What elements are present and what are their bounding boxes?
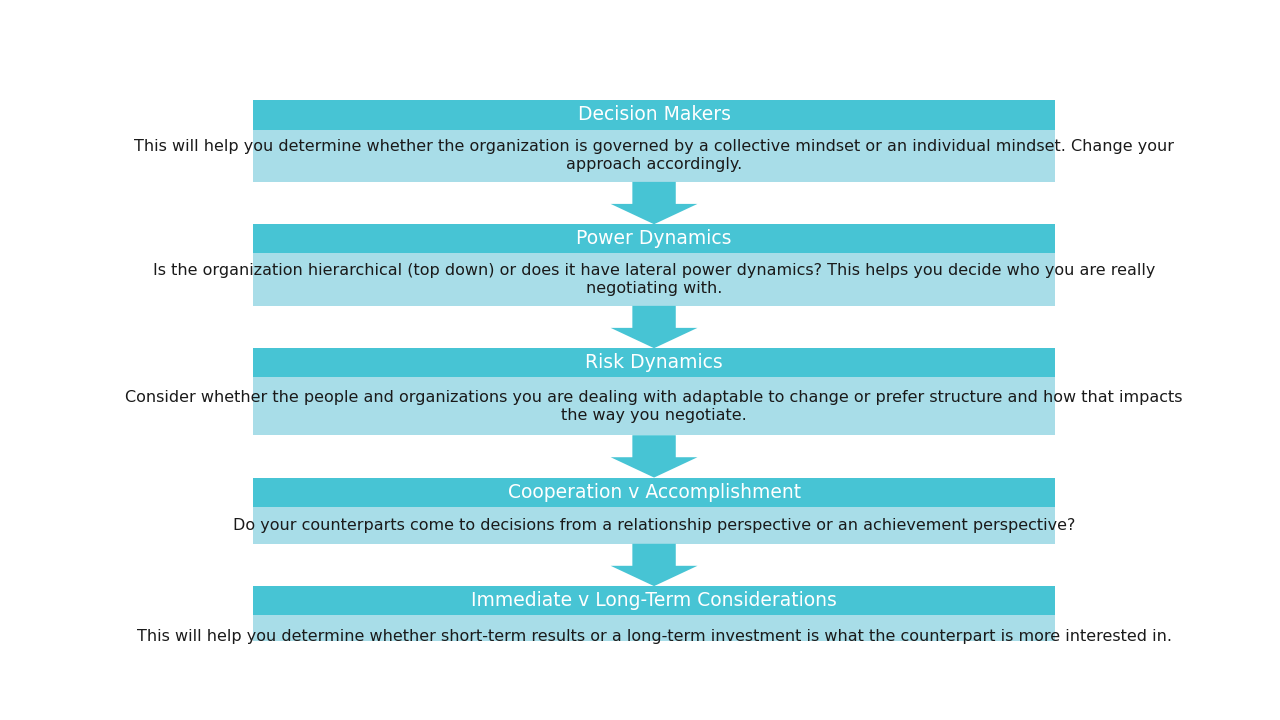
Bar: [253, 130, 1055, 182]
Bar: [253, 100, 1055, 130]
Bar: [253, 616, 1055, 658]
Text: Decision Makers: Decision Makers: [577, 105, 731, 125]
Bar: [253, 477, 1055, 507]
Bar: [253, 586, 1055, 616]
Bar: [253, 507, 1055, 544]
Bar: [253, 253, 1055, 306]
Text: Cooperation v Accomplishment: Cooperation v Accomplishment: [507, 482, 800, 502]
Polygon shape: [611, 306, 698, 348]
Bar: [253, 348, 1055, 377]
Text: This will help you determine whether the organization is governed by a collectiv: This will help you determine whether the…: [134, 140, 1174, 172]
Text: Do your counterparts come to decisions from a relationship perspective or an ach: Do your counterparts come to decisions f…: [233, 518, 1075, 533]
Text: Risk Dynamics: Risk Dynamics: [585, 354, 723, 372]
Text: Is the organization hierarchical (top down) or does it have lateral power dynami: Is the organization hierarchical (top do…: [152, 264, 1156, 296]
Text: Immediate v Long-Term Considerations: Immediate v Long-Term Considerations: [471, 591, 837, 611]
Text: This will help you determine whether short-term results or a long-term investmen: This will help you determine whether sho…: [137, 629, 1171, 644]
Text: Consider whether the people and organizations you are dealing with adaptable to : Consider whether the people and organiza…: [125, 390, 1183, 423]
Bar: [253, 224, 1055, 253]
Text: Power Dynamics: Power Dynamics: [576, 230, 732, 248]
Polygon shape: [611, 182, 698, 224]
Polygon shape: [611, 544, 698, 586]
Bar: [253, 377, 1055, 435]
Polygon shape: [611, 435, 698, 477]
